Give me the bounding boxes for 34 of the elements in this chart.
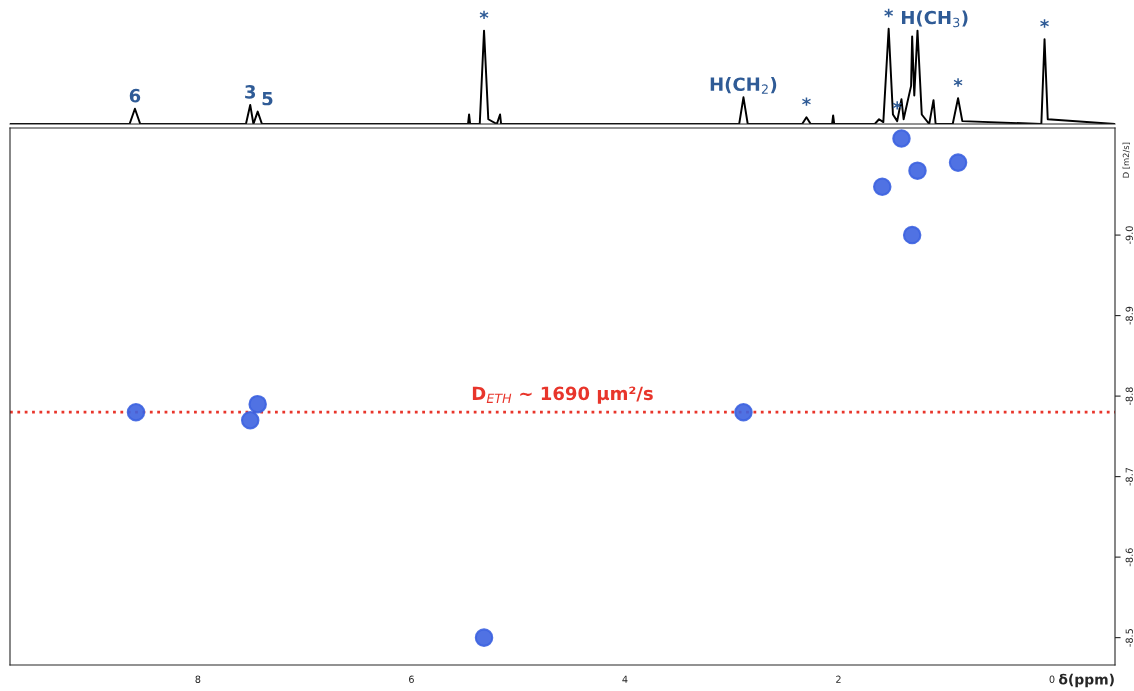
annotation: H(CH$_{3}$) [902,10,968,28]
annotation: 6 [129,88,141,103]
annotation: 5 [262,91,273,106]
point [908,161,927,180]
y-tick-label: -8.7 [1125,467,1133,486]
annotation: 3 [245,85,256,99]
annotation: * [884,8,894,18]
annotation: * [479,10,489,20]
x-axis-title: δ(ppm) [1059,673,1114,688]
y-tick-label: -8.8 [1125,387,1133,406]
ref-line-label: D$_{ETH}$ ~ 1690 µm²/s [472,386,653,404]
y-tick-label: -9.0 [1125,226,1133,245]
x-tick-label: 0 [1049,675,1055,683]
x-tick-label: 8 [195,675,201,683]
annotation: * [1040,19,1049,28]
point [873,177,892,197]
annotation: * [802,97,811,106]
y-axis-title: D [m2/s] [1122,142,1130,178]
y-tick-label: -8.6 [1125,548,1133,567]
annotation: * [953,78,963,87]
point [734,402,753,422]
y-tick-label: -8.5 [1125,628,1133,647]
point [240,410,260,430]
point [948,153,968,172]
x-tick-label: 4 [622,675,628,683]
y-tick-label: -8.9 [1125,306,1133,325]
point [902,225,922,245]
x-tick-label: 2 [836,675,841,683]
point [248,394,267,414]
point [126,402,146,422]
annotation: H(CH$_{2}$) [710,77,777,94]
point [474,628,494,647]
x-tick-label: 6 [409,675,414,683]
point [892,129,911,148]
